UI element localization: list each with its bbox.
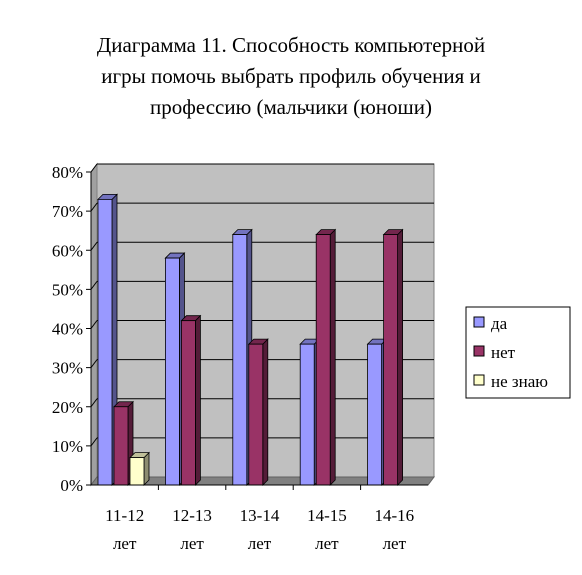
bar-нет-12-13 — [180, 314, 202, 486]
gridline-side — [90, 281, 98, 290]
legend-label: не знаю — [491, 372, 548, 391]
x-category-label: лет — [315, 534, 339, 553]
bar-front — [113, 406, 129, 486]
x-category-label: 14-15 — [307, 506, 347, 525]
gridline-side — [90, 359, 98, 368]
x-category-label: 11-12 — [105, 506, 144, 525]
bar-front — [367, 343, 383, 486]
x-category-label: 14-16 — [374, 506, 414, 525]
gridline-side — [90, 437, 98, 447]
bar-side — [329, 228, 336, 486]
bar-front — [383, 234, 399, 486]
bar-front — [248, 343, 264, 486]
gridline-side — [90, 163, 98, 173]
y-tick-label: 80% — [52, 163, 83, 182]
bar-side — [262, 338, 269, 486]
x-category-label: лет — [248, 534, 272, 553]
y-tick-label: 70% — [52, 202, 83, 221]
bar-front — [299, 343, 315, 486]
gridline-side — [90, 241, 98, 251]
legend-label: нет — [491, 343, 516, 362]
y-tick-label: 60% — [52, 241, 83, 260]
x-category-label: 12-13 — [172, 506, 212, 525]
y-tick-label: 50% — [52, 280, 83, 299]
y-tick-label: 10% — [52, 437, 83, 456]
bar-front — [232, 234, 248, 486]
chart-title: Диаграмма 11. Способность компьютерной и… — [96, 33, 486, 119]
bar-не знаю-11-12 — [129, 451, 150, 486]
legend-swatch — [473, 345, 485, 357]
y-tick-label: 30% — [52, 359, 83, 378]
x-category-label: лет — [180, 534, 204, 553]
gridline-side — [90, 202, 98, 212]
axis-labels: 0% 10% 20% 30% 40% 50% 60% 70% 80% 11-12 лет 12-13 л… — [52, 163, 428, 553]
y-tick-label: 0% — [60, 476, 83, 495]
x-category-label: лет — [113, 534, 137, 553]
bar-front — [164, 257, 180, 486]
legend-swatch — [473, 374, 485, 386]
y-tick-label: 20% — [52, 398, 83, 417]
gridline-side — [90, 398, 98, 408]
bar-нет-14-15 — [315, 228, 337, 486]
x-category-label: лет — [383, 534, 407, 553]
bar-front — [315, 234, 331, 486]
bars — [97, 193, 404, 486]
y-tick-label: 40% — [52, 320, 83, 339]
bar-нет-14-16 — [382, 228, 404, 486]
bar-front — [180, 320, 196, 486]
legend-swatch — [473, 316, 485, 328]
x-category-label: 13-14 — [240, 506, 280, 525]
bar-side — [143, 451, 150, 486]
bar-front — [97, 198, 113, 486]
legend: да нет не знаю — [465, 306, 571, 399]
gridline-side — [90, 320, 98, 329]
bar-side — [194, 314, 201, 486]
bar-front — [129, 457, 145, 486]
bar-да-12-13 — [164, 252, 186, 486]
bar-нет-13-14 — [247, 338, 269, 486]
legend-label: да — [491, 314, 508, 333]
bar-side — [397, 228, 404, 486]
